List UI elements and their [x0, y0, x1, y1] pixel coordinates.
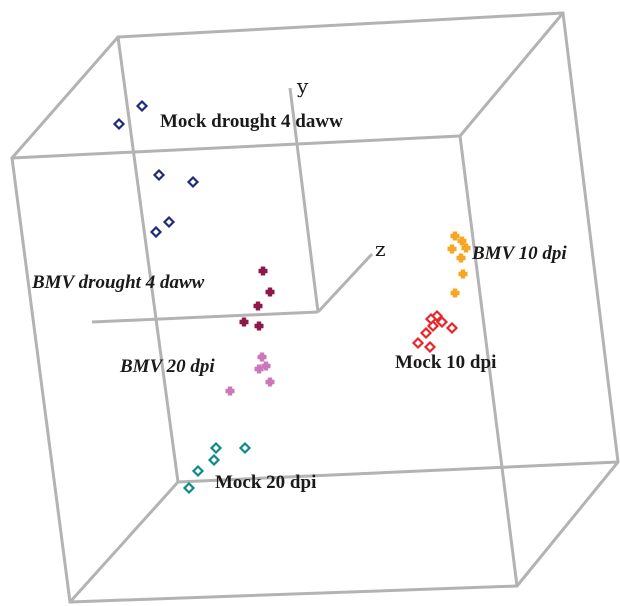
point-mock-10-dpi — [445, 321, 459, 335]
z-axis-line — [316, 252, 374, 314]
point-mock-10-dpi — [423, 340, 437, 354]
cube-edge — [515, 460, 620, 588]
point-mock-20-dpi — [207, 453, 221, 467]
cube-edge — [68, 480, 180, 604]
point-mock-20-dpi — [209, 441, 223, 455]
cube-edge — [10, 156, 72, 604]
point-mock-drought-4-daww — [152, 168, 166, 182]
point-bmv-20-dpi — [254, 364, 264, 374]
y-axis-label: y — [296, 74, 309, 98]
cube-edge — [68, 584, 519, 604]
point-bmv-drought-4-daww — [239, 317, 249, 327]
point-mock-drought-4-daww — [112, 117, 126, 131]
z-axis-label: z — [375, 237, 386, 261]
axes: y z — [91, 74, 386, 324]
point-bmv-10-dpi — [450, 231, 460, 241]
point-mock-10-dpi — [426, 319, 440, 333]
label-mock-drought-4-daww: Mock drought 4 daww — [160, 111, 343, 132]
point-bmv-10-dpi — [461, 243, 471, 253]
point-mock-20-dpi — [191, 464, 205, 478]
cube-edge — [10, 134, 462, 160]
point-bmv-drought-4-daww — [253, 301, 263, 311]
cube-edge — [458, 134, 519, 588]
point-mock-drought-4-daww — [149, 225, 163, 239]
point-bmv-10-dpi — [458, 269, 468, 279]
point-mock-drought-4-daww — [162, 215, 176, 229]
point-bmv-drought-4-daww — [258, 266, 268, 276]
point-bmv-10-dpi — [450, 288, 460, 298]
point-bmv-20-dpi — [257, 352, 267, 362]
label-bmv-10-dpi: BMV 10 dpi — [471, 243, 567, 264]
point-mock-10-dpi — [435, 315, 449, 329]
point-bmv-10-dpi — [456, 253, 466, 263]
cube-edge — [116, 11, 565, 39]
point-bmv-10-dpi — [447, 244, 457, 254]
x-axis-line — [91, 310, 319, 324]
cube-edge — [116, 35, 180, 484]
point-bmv-20-dpi — [225, 386, 235, 396]
label-bmv-drought-4-daww: BMV drought 4 daww — [31, 272, 205, 293]
label-mock-10-dpi: Mock 10 dpi — [395, 352, 496, 373]
point-mock-drought-4-daww — [186, 175, 200, 189]
label-bmv-20-dpi: BMV 20 dpi — [119, 356, 215, 377]
point-bmv-drought-4-daww — [265, 287, 275, 297]
point-mock-drought-4-daww — [135, 99, 149, 113]
label-mock-20-dpi: Mock 20 dpi — [215, 472, 316, 493]
point-mock-20-dpi — [182, 481, 196, 495]
cube-edge — [10, 35, 120, 160]
point-bmv-20-dpi — [261, 361, 271, 371]
point-bmv-10-dpi — [457, 236, 467, 246]
cube-edge — [176, 460, 620, 484]
y-axis-line — [288, 87, 320, 313]
point-bmv-drought-4-daww — [254, 321, 264, 331]
point-mock-20-dpi — [238, 441, 252, 455]
cube-edge — [561, 11, 620, 464]
point-bmv-20-dpi — [265, 377, 275, 387]
bounding-cube — [10, 11, 620, 604]
point-mock-10-dpi — [411, 336, 425, 350]
point-mock-10-dpi — [419, 326, 433, 340]
cube-edge — [458, 11, 565, 138]
group-labels: Mock drought 4 daww BMV drought 4 daww B… — [31, 111, 567, 493]
data-points — [112, 99, 471, 495]
